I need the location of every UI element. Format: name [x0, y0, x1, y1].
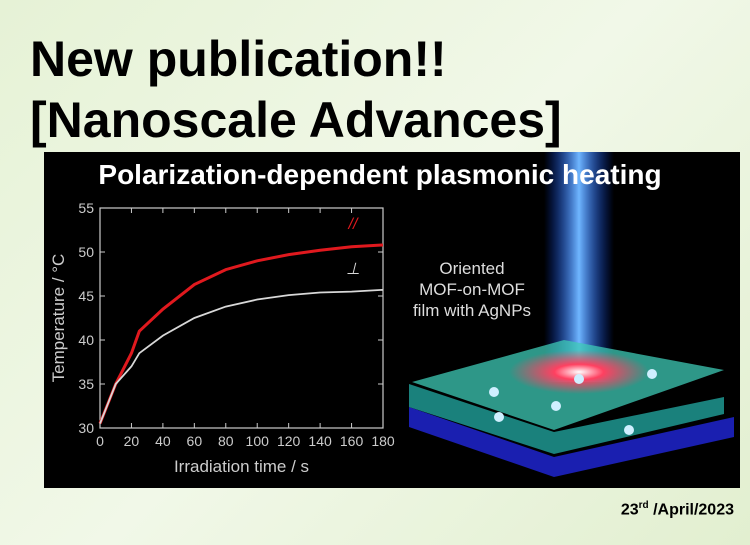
headline: New publication!! — [30, 31, 447, 87]
date-rest: /April/2023 — [648, 501, 734, 519]
x-tick-label: 40 — [155, 433, 171, 449]
date-day: 23 — [620, 501, 639, 519]
hot-spot — [509, 350, 649, 394]
y-axis-label: Temperature / °C — [49, 254, 68, 383]
x-tick-label: 0 — [96, 433, 104, 449]
panel-title: Polarization-dependent plasmonic heating — [98, 159, 661, 190]
nanoparticle — [624, 425, 634, 435]
x-tick-label: 160 — [340, 433, 364, 449]
nanoparticle — [494, 412, 504, 422]
x-tick-label: 60 — [187, 433, 203, 449]
x-tick-label: 120 — [277, 433, 301, 449]
figure-panel: Polarization-dependent plasmonic heating… — [44, 152, 740, 488]
x-tick-label: 20 — [124, 433, 140, 449]
x-axis-label: Irradiation time / s — [174, 457, 309, 476]
illustration-caption: MOF-on-MOF — [419, 280, 525, 299]
y-tick-label: 35 — [78, 376, 94, 392]
plot-frame — [99, 207, 384, 429]
series-label: ⊥ — [346, 261, 360, 278]
y-tick-label: 45 — [78, 288, 94, 304]
nanoparticle — [551, 401, 561, 411]
illustration-caption: film with AgNPs — [413, 301, 531, 320]
series-line — [98, 243, 384, 425]
series-label: // — [348, 216, 359, 233]
y-tick-label: 50 — [78, 244, 94, 260]
x-tick-label: 180 — [371, 433, 395, 449]
y-tick-label: 30 — [78, 420, 94, 436]
film-side — [409, 384, 724, 454]
series-line — [99, 288, 384, 424]
nanoparticle — [574, 374, 584, 384]
headline: [Nanoscale Advances] — [30, 92, 562, 148]
date: 23rd /April/2023 — [621, 500, 734, 519]
x-tick-label: 140 — [308, 433, 332, 449]
nanoparticle — [647, 369, 657, 379]
x-tick-label: 80 — [218, 433, 234, 449]
y-tick-label: 40 — [78, 332, 94, 348]
y-tick-label: 55 — [78, 200, 94, 216]
x-tick-label: 100 — [246, 433, 270, 449]
nanoparticle — [489, 387, 499, 397]
date-suffix: rd — [638, 500, 649, 511]
illustration-caption: Oriented — [439, 259, 504, 278]
substrate — [409, 407, 734, 477]
film-illustration — [409, 152, 734, 477]
